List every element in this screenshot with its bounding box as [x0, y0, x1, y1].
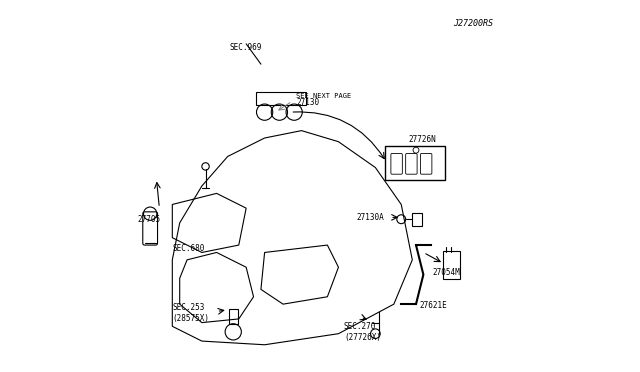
Text: 27621E: 27621E [420, 301, 447, 311]
Text: 27130A: 27130A [357, 213, 385, 222]
Text: SEE NEXT PAGE: SEE NEXT PAGE [296, 93, 351, 99]
Text: SEC.253
(28575X): SEC.253 (28575X) [172, 303, 209, 323]
Text: 27130: 27130 [296, 99, 319, 108]
Text: 27054M: 27054M [433, 268, 460, 277]
Text: 27705: 27705 [137, 215, 161, 224]
Text: SEC.680: SEC.680 [172, 244, 205, 253]
Text: J27200RS: J27200RS [453, 19, 493, 28]
Text: SEC.270
(27726X): SEC.270 (27726X) [344, 322, 381, 342]
Text: SEC.969: SEC.969 [230, 43, 262, 52]
Text: 27726N: 27726N [408, 135, 436, 144]
